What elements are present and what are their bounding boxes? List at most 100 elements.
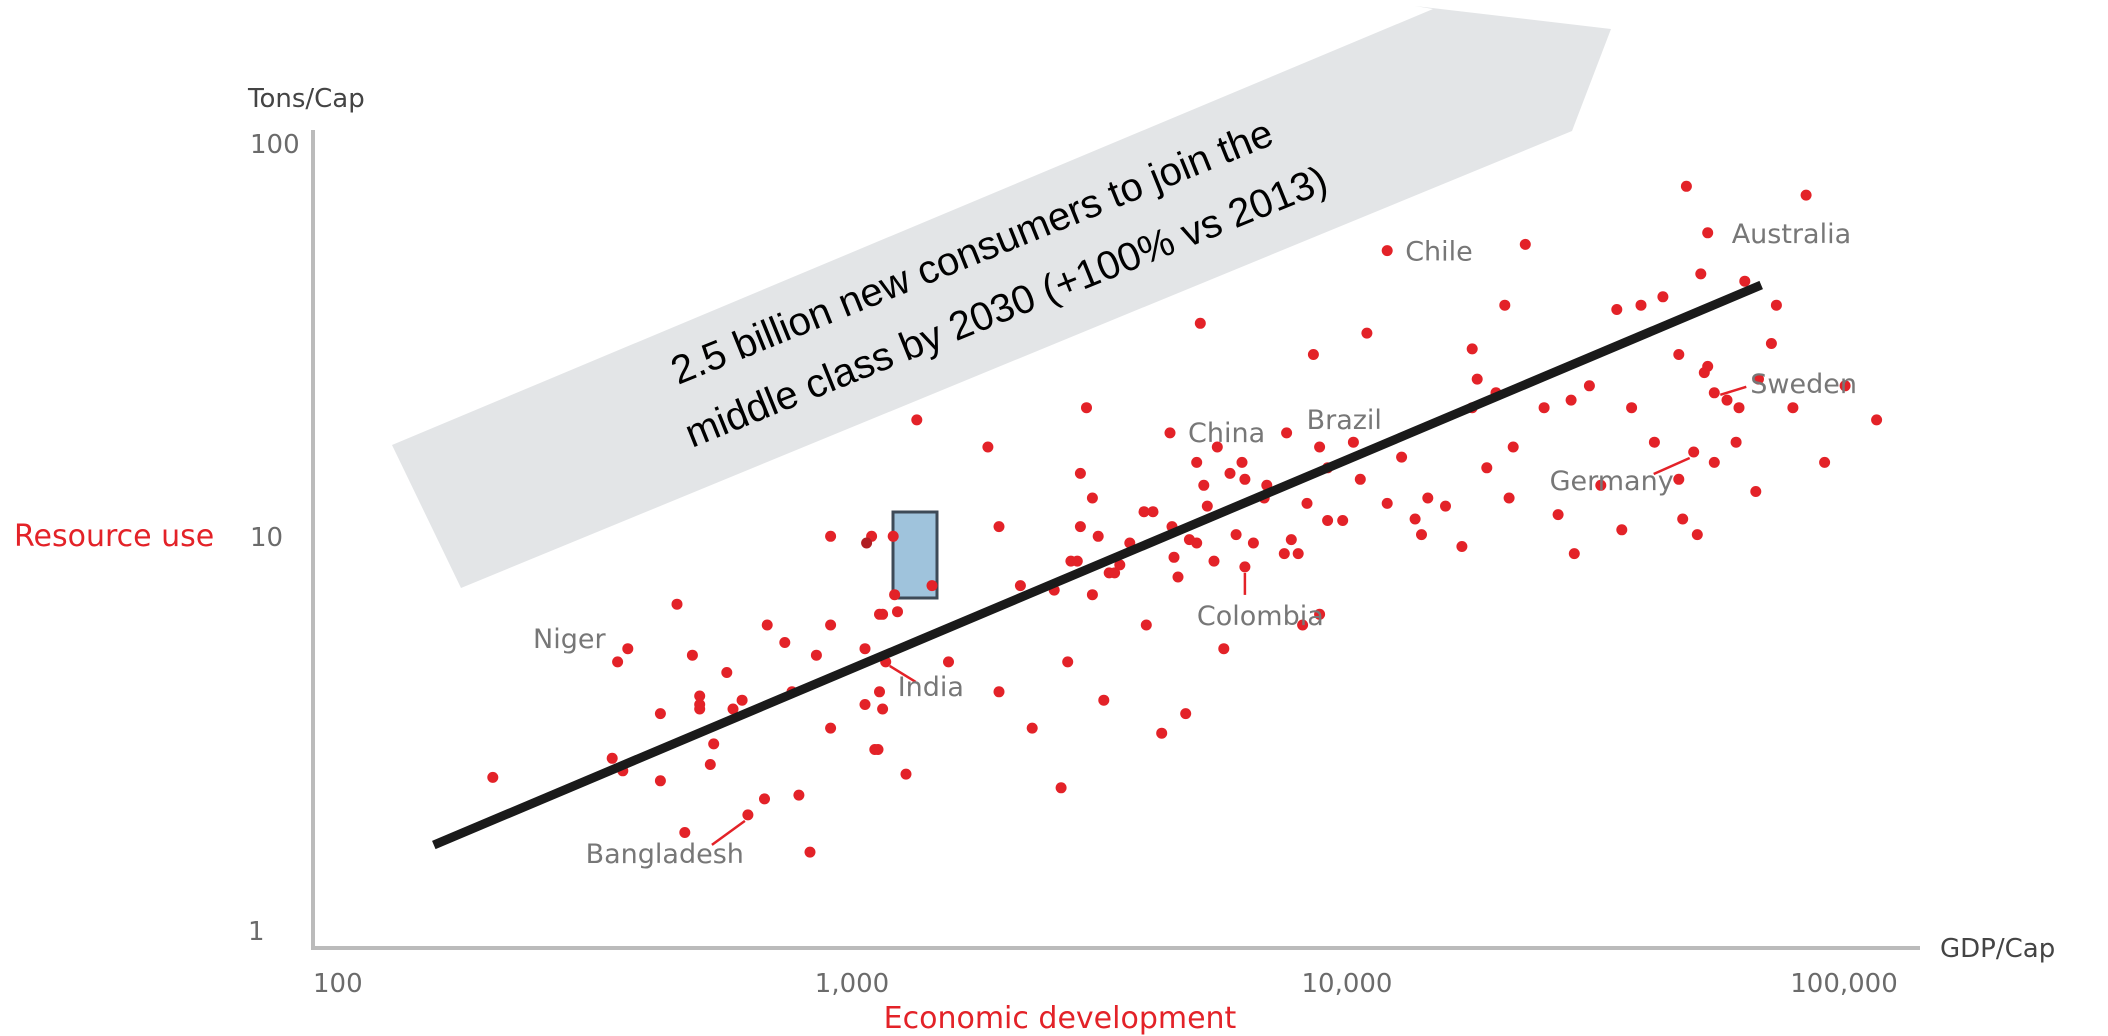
y-tick-label-1: 1	[248, 917, 265, 947]
data-point	[1092, 530, 1104, 542]
data-point	[1180, 708, 1192, 720]
data-point	[1361, 327, 1373, 339]
data-point	[877, 608, 889, 620]
label-leader-line	[711, 819, 746, 846]
data-point	[679, 827, 691, 838]
data-point	[1595, 479, 1607, 491]
x-tick-label-1000: 1,000	[815, 969, 889, 999]
data-point	[1201, 500, 1213, 512]
data-point	[759, 793, 770, 805]
y-axis-title: Resource use	[14, 519, 214, 554]
data-point	[1307, 349, 1319, 360]
x-axis-title: Economic development	[884, 1001, 1237, 1036]
data-point	[622, 643, 634, 655]
data-point	[1871, 414, 1883, 426]
data-point	[1507, 441, 1519, 453]
data-point	[943, 656, 954, 668]
data-point	[694, 703, 706, 715]
data-point	[1086, 492, 1098, 504]
country-label-brazil: Brazil	[1307, 405, 1382, 436]
data-point	[1381, 497, 1393, 509]
data-point	[1503, 492, 1515, 504]
data-point	[736, 694, 748, 706]
country-label-niger: Niger	[533, 624, 606, 655]
data-point	[1074, 467, 1086, 479]
y-axis-unit: Tons/Cap	[247, 84, 365, 114]
data-point	[654, 775, 666, 787]
x-tick-label-10000: 10,000	[1302, 969, 1393, 999]
country-label-colombia: Colombia	[1197, 601, 1324, 632]
data-point	[779, 637, 791, 648]
data-point	[1354, 473, 1366, 485]
y-tick-label-10: 10	[250, 523, 283, 553]
data-point	[889, 589, 901, 601]
data-point	[1396, 451, 1408, 463]
data-point	[1208, 555, 1220, 567]
data-point	[612, 656, 624, 668]
data-point	[825, 530, 837, 542]
data-point	[892, 606, 903, 618]
country-label-chile: Chile	[1405, 237, 1473, 268]
data-point	[694, 690, 706, 702]
data-point	[874, 686, 885, 698]
data-point	[1014, 580, 1026, 592]
data-point	[1164, 427, 1176, 439]
data-point	[1347, 436, 1359, 448]
data-point	[1787, 402, 1799, 414]
data-point	[1456, 541, 1468, 552]
data-point	[1702, 360, 1714, 372]
data-point	[1765, 338, 1777, 349]
y-tick-labels: 1 10 100	[248, 130, 300, 947]
data-point	[1098, 694, 1110, 706]
data-point	[606, 752, 618, 764]
data-point	[1198, 479, 1210, 491]
data-point	[993, 521, 1005, 533]
data-point	[1680, 180, 1692, 192]
data-point	[1409, 513, 1421, 525]
data-point	[761, 619, 773, 631]
trend-line	[432, 280, 1763, 850]
data-point	[1422, 492, 1434, 504]
data-point	[877, 703, 889, 715]
data-point	[1168, 551, 1180, 563]
data-point	[1156, 727, 1168, 739]
data-point	[654, 708, 666, 720]
data-point	[900, 768, 912, 780]
highlighted-data-point	[861, 537, 873, 549]
data-point	[1236, 456, 1248, 468]
data-point	[1062, 656, 1074, 668]
data-point	[1839, 380, 1851, 392]
data-point	[1140, 619, 1152, 631]
data-point	[1499, 299, 1511, 311]
data-point	[1247, 537, 1259, 549]
data-point	[1635, 299, 1647, 311]
data-point	[1191, 456, 1203, 468]
data-point	[708, 738, 720, 750]
y-tick-label-100: 100	[250, 130, 300, 160]
data-point	[1819, 456, 1831, 468]
data-point	[1314, 608, 1326, 620]
label-leader-line	[1719, 385, 1747, 396]
data-point	[1583, 380, 1595, 392]
data-point	[1285, 534, 1297, 546]
data-point	[1770, 299, 1782, 311]
banner-arrow	[392, 6, 1611, 588]
data-point	[825, 722, 837, 734]
data-point	[1739, 275, 1751, 287]
data-point	[742, 809, 754, 821]
data-point	[1191, 537, 1203, 549]
data-point	[859, 643, 871, 655]
data-point	[1616, 524, 1628, 536]
data-point	[1695, 268, 1707, 280]
country-label-india: India	[898, 672, 964, 703]
data-point	[1194, 317, 1206, 329]
data-point	[1481, 462, 1493, 474]
label-leader-line	[1653, 456, 1691, 476]
data-point	[1337, 515, 1349, 526]
data-point	[1702, 227, 1714, 239]
data-point	[1753, 373, 1764, 385]
country-label-australia: Australia	[1732, 219, 1851, 250]
data-point	[1733, 402, 1745, 414]
data-point	[1626, 402, 1638, 414]
data-point	[1673, 349, 1685, 360]
